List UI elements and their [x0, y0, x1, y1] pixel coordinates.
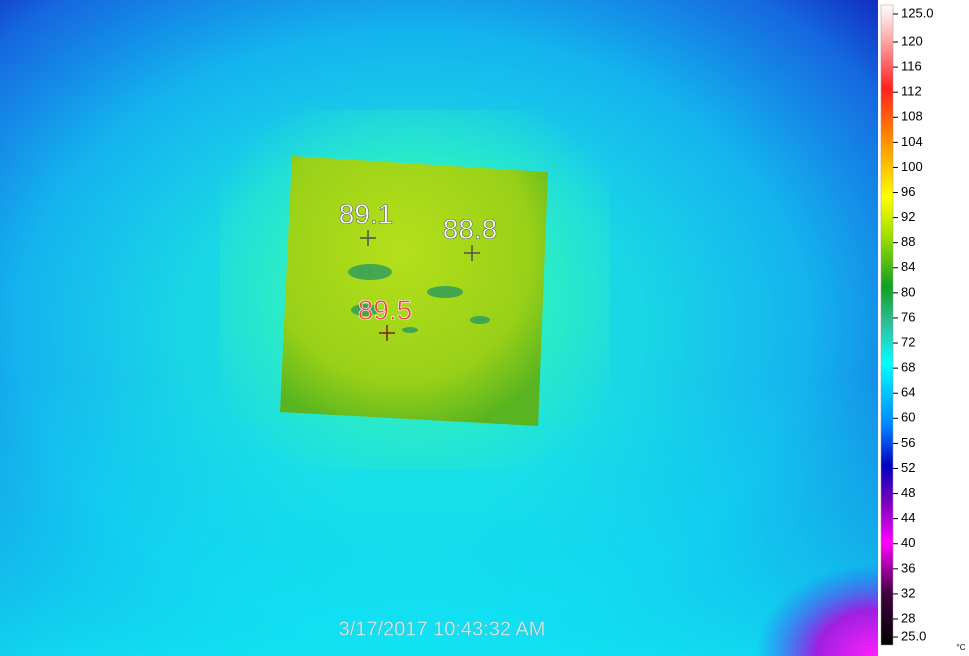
tick-label: 116 [901, 59, 922, 74]
tick-label: 28 [901, 610, 915, 625]
tick-label: 80 [901, 284, 915, 299]
tick-label: 96 [901, 184, 915, 199]
tick-label: 36 [901, 560, 915, 575]
color-scale: °C 125.0 120 116 112 108 104 100 96 92 88 84 80 76 72… [880, 4, 966, 652]
color-bar [880, 4, 894, 646]
tick-label: 88 [901, 234, 915, 249]
tick-label: 44 [901, 510, 915, 525]
tick-label: 92 [901, 209, 915, 224]
spot-cross [360, 230, 376, 246]
tick-label: 25.0 [901, 628, 926, 643]
tick-label: 108 [901, 109, 923, 124]
spot-markers [360, 230, 480, 341]
tick-label: 64 [901, 385, 915, 400]
tick-label: 40 [901, 535, 915, 550]
spot-label: 89.5 [358, 294, 413, 325]
tick-label: 60 [901, 410, 915, 425]
tick-label: 68 [901, 360, 915, 375]
spot-label: 89.1 [339, 198, 394, 229]
timestamp: 3/17/2017 10:43:32 AM [339, 618, 546, 640]
spot-label: 88.8 [443, 213, 498, 244]
tick-label: 104 [901, 134, 923, 149]
tick-label: 125.0 [901, 5, 934, 20]
tick-label: 32 [901, 585, 915, 600]
tick-label: 120 [901, 33, 923, 48]
tick-label: 76 [901, 309, 915, 324]
spot-cross [379, 325, 395, 341]
spot-cross [464, 245, 480, 261]
tick-label: 52 [901, 460, 915, 475]
thermal-image: 89.1 88.8 89.5 3/17/2017 10:43:32 AM [0, 0, 878, 656]
tick-label: 84 [901, 259, 915, 274]
tick-label: 56 [901, 435, 915, 450]
chip [280, 156, 548, 426]
chip-spots [348, 264, 490, 333]
tick-label: 72 [901, 334, 915, 349]
tick-label: 48 [901, 485, 915, 500]
scale-unit: °C [957, 643, 966, 652]
tick-label: 100 [901, 159, 923, 174]
tick-label: 112 [901, 84, 922, 99]
